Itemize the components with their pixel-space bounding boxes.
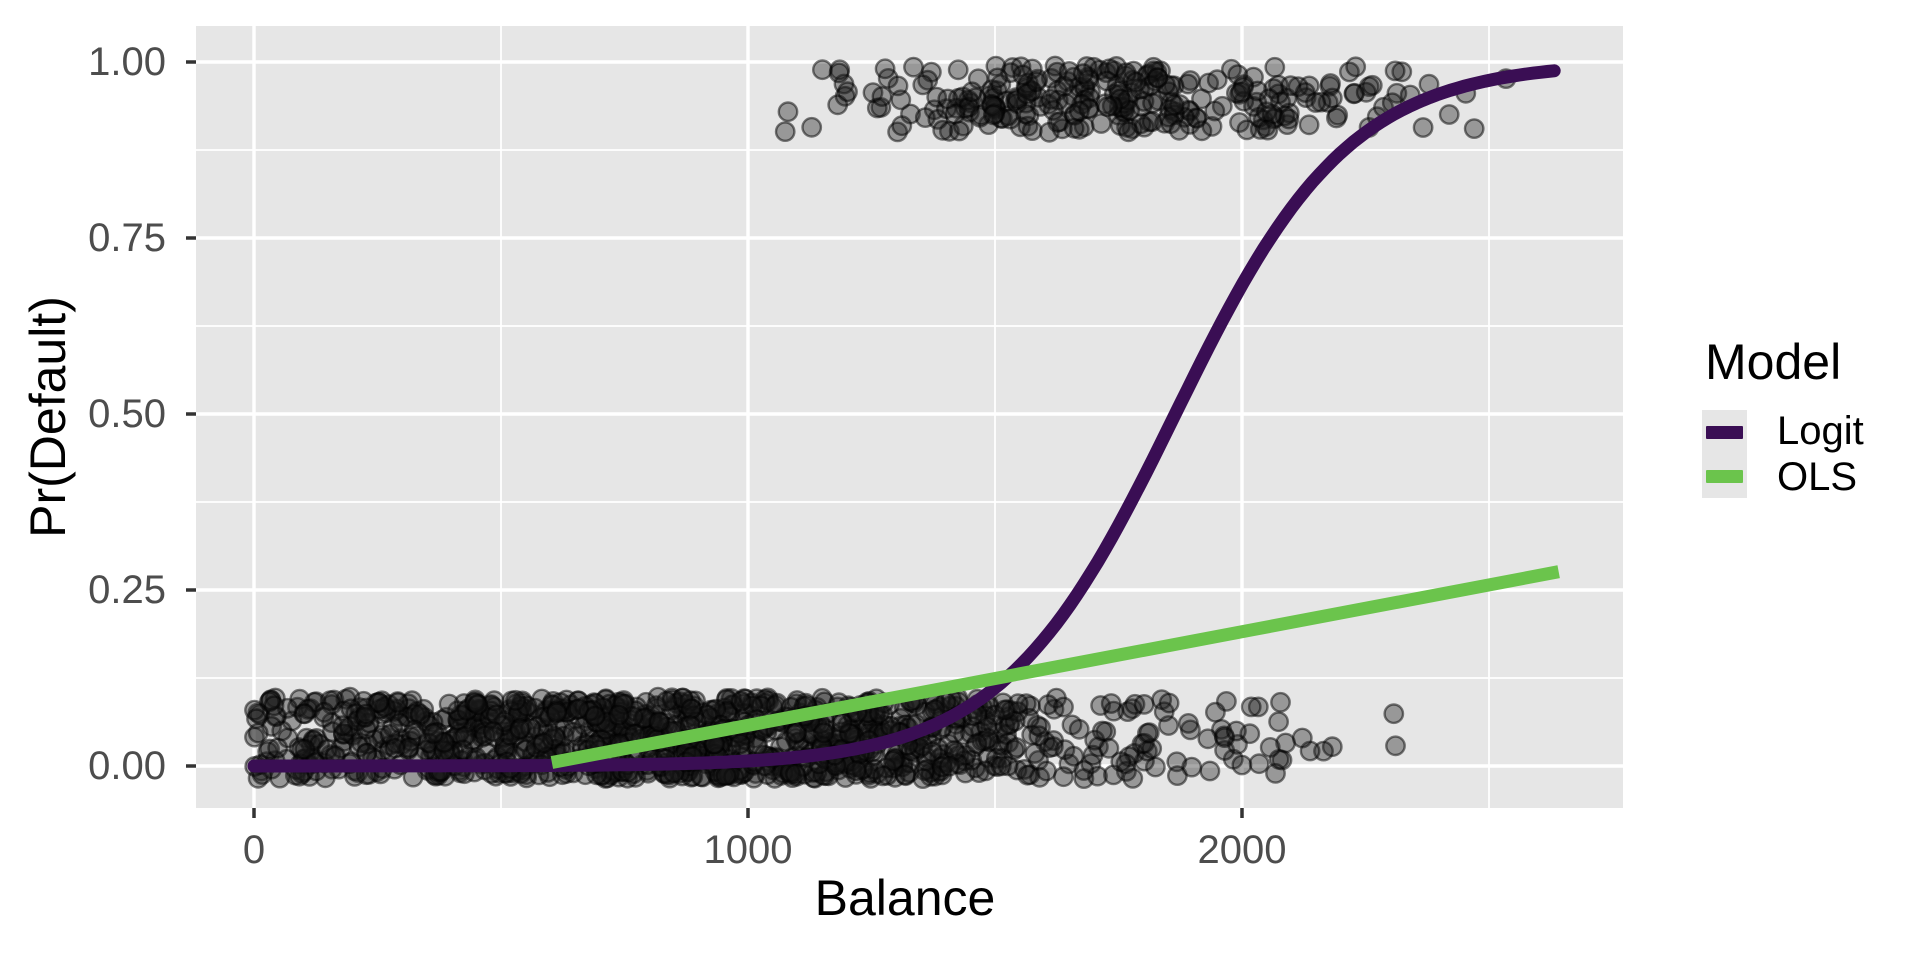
scatter-points-defaulters — [774, 55, 1517, 143]
ols-line — [550, 565, 1560, 769]
y-tick-label-0.25: 0.25 — [88, 568, 166, 612]
ols-swatch-icon — [1706, 470, 1743, 483]
legend-key-logit — [1702, 410, 1747, 454]
x-tick-label-2000: 2000 — [1197, 828, 1287, 872]
logit-curve — [247, 64, 1561, 773]
axis-tick-marks — [186, 60, 1244, 818]
y-tick-label-1.00: 1.00 — [88, 40, 166, 84]
logit-swatch-icon — [1706, 426, 1743, 439]
y-axis-title: Pr(Default) — [20, 296, 76, 538]
x-axis-title: Balance — [814, 870, 996, 926]
y-tick-label-0.50: 0.50 — [88, 392, 166, 436]
legend-label-ols: OLS — [1777, 455, 1858, 499]
y-tick-label-0.75: 0.75 — [88, 216, 166, 260]
minor-gridlines — [196, 26, 1623, 808]
legend-title: Model — [1705, 334, 1842, 390]
x-tick-label-0: 0 — [242, 828, 266, 872]
legend-key-ols — [1702, 454, 1747, 498]
legend-label-logit: Logit — [1777, 409, 1864, 453]
y-tick-label-0.00: 0.00 — [88, 744, 166, 788]
x-tick-label-1000: 1000 — [703, 828, 793, 872]
